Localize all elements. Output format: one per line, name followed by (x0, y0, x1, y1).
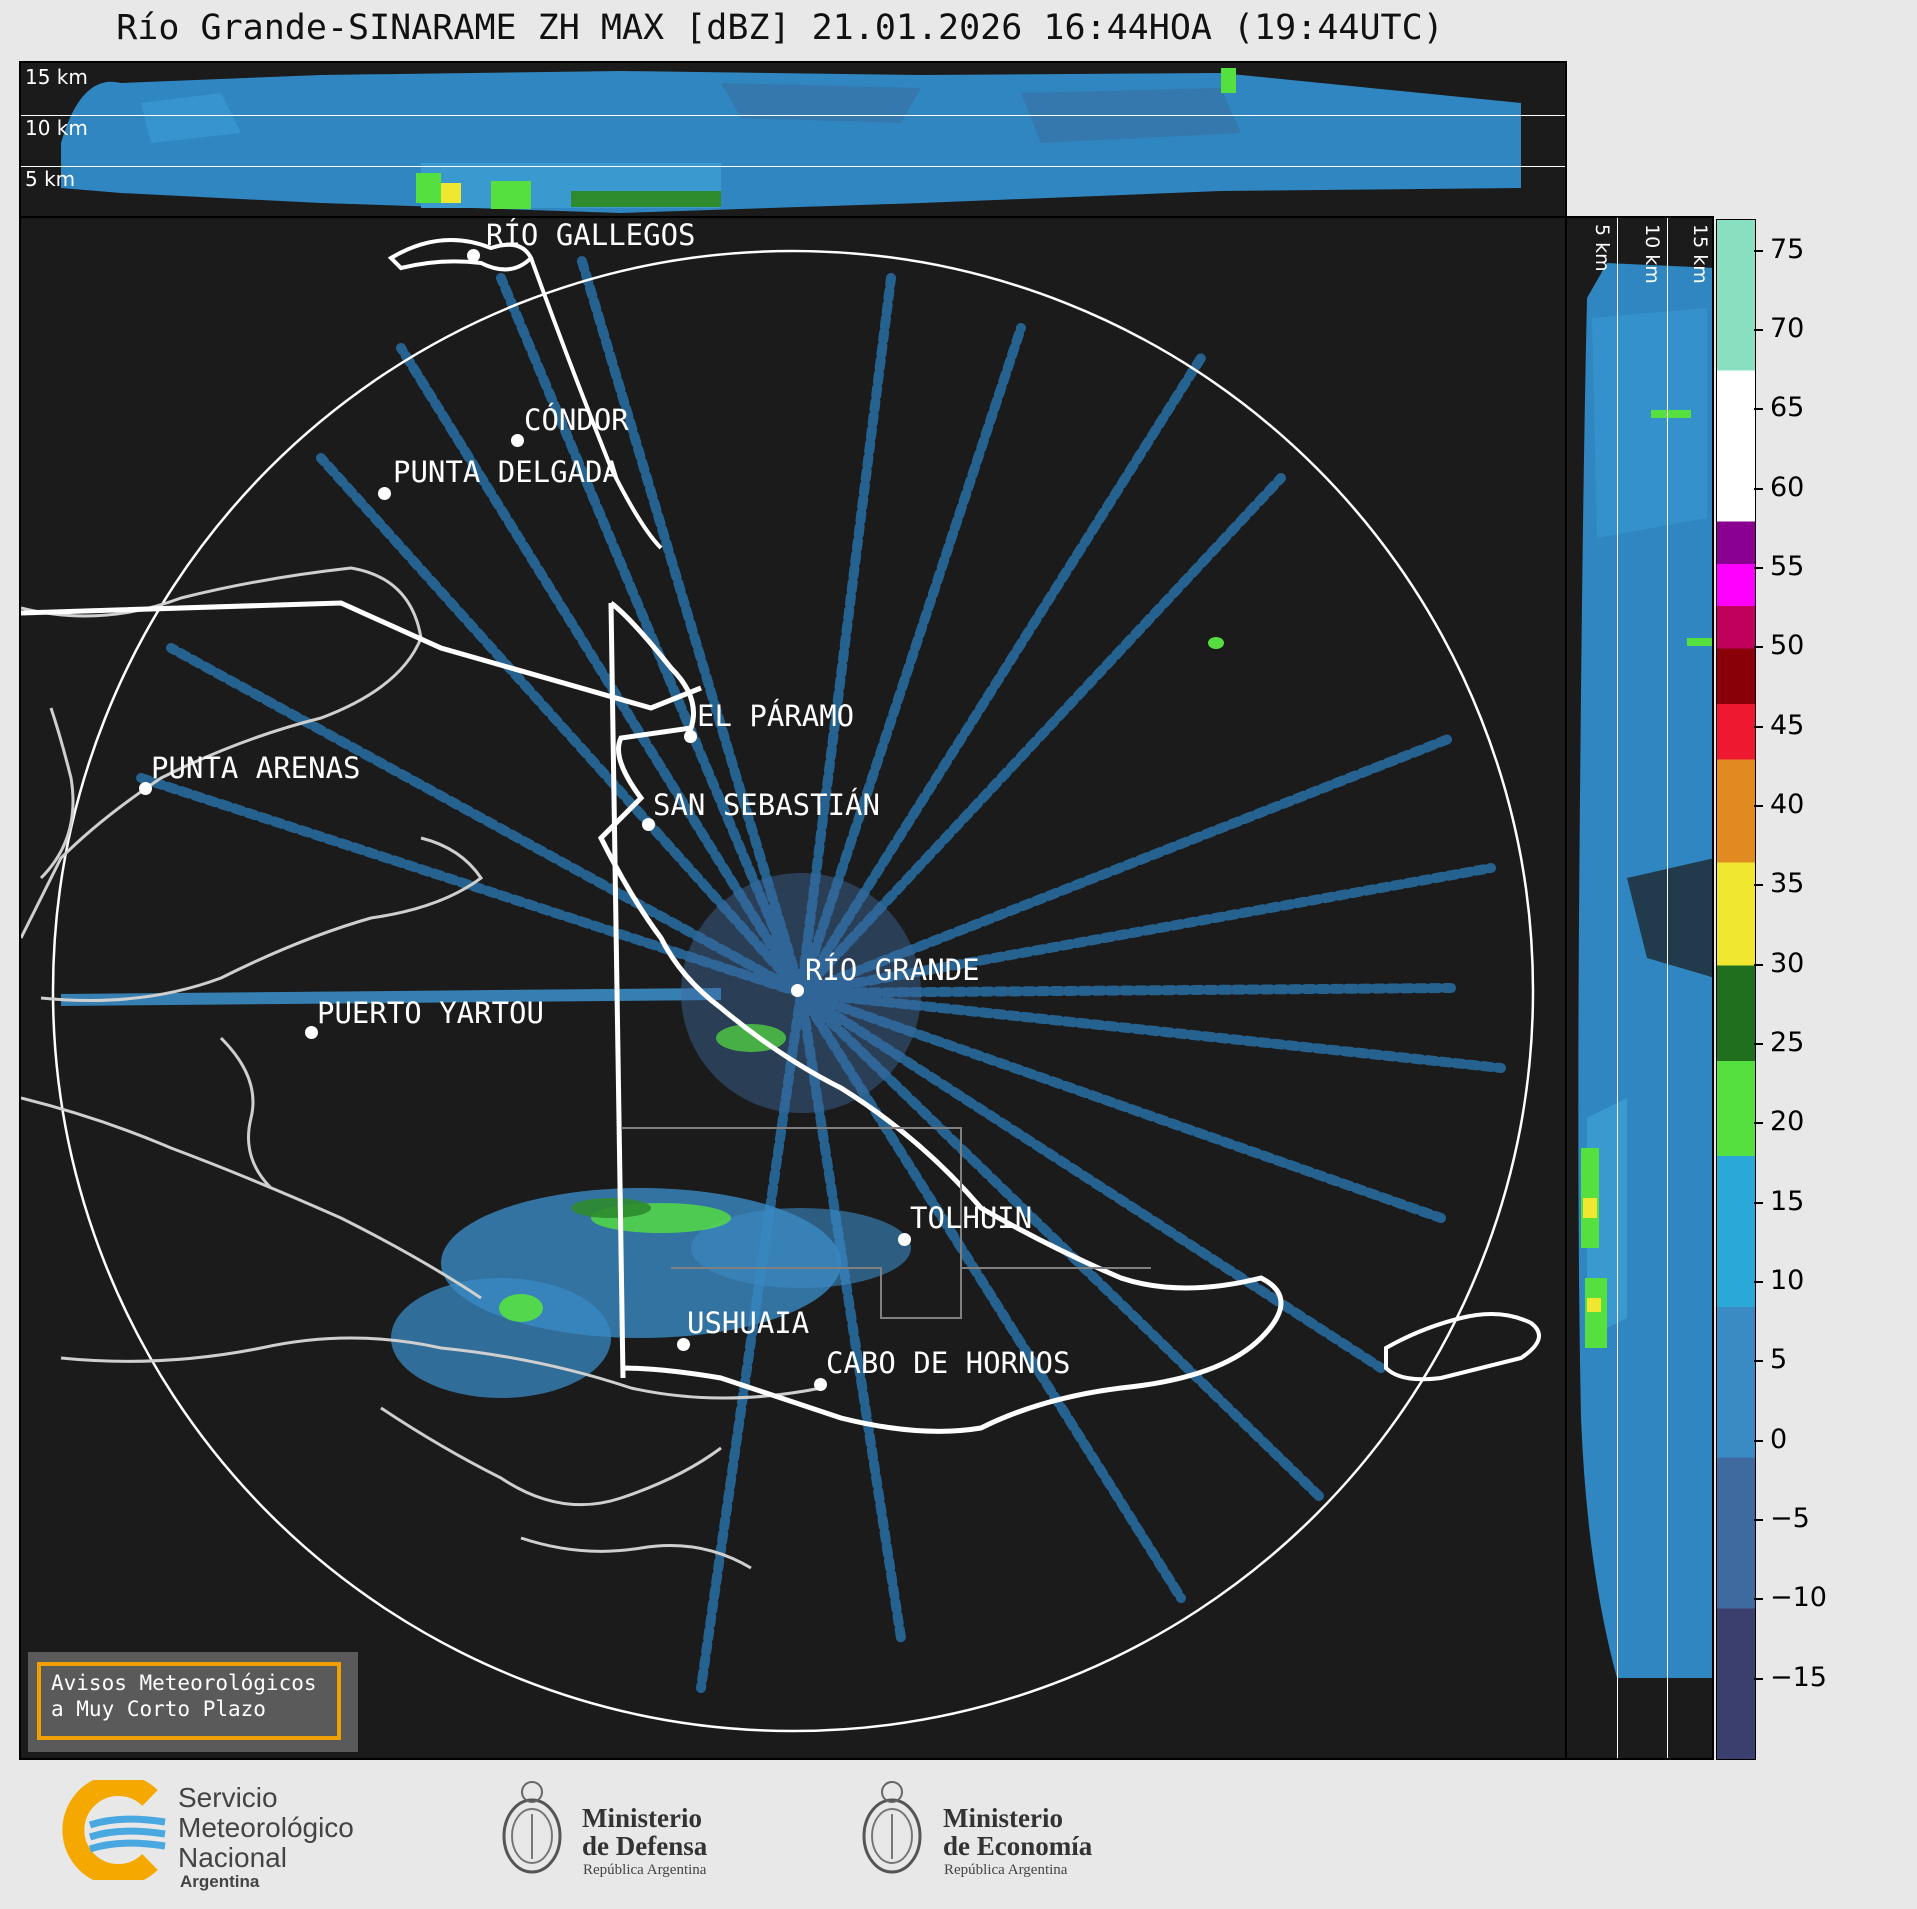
colorbar-tick-label: 15 (1770, 1185, 1805, 1217)
colorbar-tick (1754, 1519, 1763, 1521)
city-dot (791, 984, 804, 997)
colorbar-tick-label: 40 (1770, 789, 1805, 821)
city-dot (677, 1338, 690, 1351)
colorbar-tick (1754, 1201, 1763, 1204)
city-label: USHUAIA (687, 1306, 810, 1340)
dbz-colorbar (1716, 219, 1756, 1760)
radar-map: RÍO GALLEGOS CÓNDOR PUNTA DELGADA EL PÁR… (19, 216, 1567, 1760)
colorbar-tick (1754, 1439, 1763, 1442)
colorbar-tick (1754, 805, 1763, 808)
colorbar-tick-label: 0 (1770, 1423, 1788, 1455)
colorbar-tick (1754, 884, 1763, 887)
colorbar-tick-label: −5 (1770, 1503, 1810, 1534)
top-echo-field (61, 68, 1521, 213)
top-height-label: 5 km (25, 167, 76, 191)
city-dot (684, 730, 697, 743)
defensa-name: Ministerio de Defensa (582, 1803, 708, 1861)
side-height-label: 15 km (1689, 224, 1711, 284)
colorbar-tick-label: 20 (1770, 1106, 1805, 1138)
city-label: PUNTA ARENAS (151, 751, 361, 785)
colorbar-tick (1754, 725, 1763, 728)
side-echo-field (1578, 263, 1712, 1678)
city-label: TOLHUIN (910, 1201, 1033, 1235)
economia-country: República Argentina (944, 1862, 1068, 1878)
city-label: RÍO GALLEGOS (486, 218, 696, 252)
smn-logo-icon (62, 1780, 166, 1880)
side-cross-section: 5 km 10 km 15 km (1565, 216, 1714, 1760)
smn-country: Argentina (180, 1872, 260, 1891)
colorbar-tick (1754, 1360, 1763, 1363)
colorbar-tick-label: 50 (1770, 630, 1805, 662)
colorbar-tick (1754, 329, 1763, 332)
city-dot (898, 1233, 911, 1246)
colorbar-tick-label: 75 (1770, 233, 1805, 265)
colorbar-tick-label: 35 (1770, 868, 1805, 900)
economia-name: Ministerio de Economía (943, 1803, 1093, 1861)
warning-banner[interactable] (28, 1652, 358, 1752)
radar-field (21, 238, 1541, 1733)
side-height-label: 5 km (1591, 224, 1613, 272)
city-dot (139, 782, 152, 795)
colorbar-tick-label: 45 (1770, 709, 1805, 741)
warning-line: Avisos Meteorológicos (51, 1671, 317, 1695)
city-dot (642, 818, 655, 831)
city-dot (467, 249, 480, 262)
city-label: PUERTO YARTOU (317, 996, 544, 1030)
city-dot (378, 487, 391, 500)
colorbar-tick (1754, 249, 1763, 252)
colorbar-tick (1754, 646, 1763, 649)
city-dot (814, 1378, 827, 1391)
side-height-label: 10 km (1641, 224, 1663, 284)
colorbar-tick-label: 55 (1770, 551, 1805, 583)
economia-shield-icon (862, 1781, 922, 1874)
colorbar-tick (1754, 567, 1763, 570)
colorbar-tick (1754, 1281, 1763, 1284)
smn-name: Servicio Meteorológico Nacional (178, 1782, 354, 1873)
colorbar-tick-label: 5 (1770, 1344, 1788, 1376)
colorbar-tick-label: 60 (1770, 471, 1805, 503)
colorbar-tick (1754, 963, 1763, 966)
city-label: CABO DE HORNOS (826, 1346, 1071, 1380)
top-height-label: 15 km (25, 65, 88, 89)
colorbar-tick-label: 10 (1770, 1265, 1805, 1297)
colorbar-tick (1754, 1598, 1763, 1601)
colorbar-tick-label: 30 (1770, 947, 1805, 979)
colorbar-tick (1754, 487, 1763, 490)
colorbar-tick (1754, 1677, 1763, 1680)
colorbar-tick-label: −15 (1770, 1661, 1827, 1693)
colorbar-tick-label: 25 (1770, 1027, 1805, 1059)
city-label: CÓNDOR (524, 403, 629, 437)
city-dot (511, 434, 524, 447)
city-label: SAN SEBASTIÁN (653, 788, 880, 822)
top-cross-section: 15 km 10 km 5 km (19, 61, 1567, 218)
colorbar-tick-label: 65 (1770, 392, 1805, 424)
colorbar-tick (1754, 408, 1763, 411)
defensa-shield-icon (502, 1781, 562, 1874)
top-height-label: 10 km (25, 116, 88, 140)
colorbar-tick (1754, 1043, 1763, 1046)
warning-banner-text[interactable]: Avisos Meteorológicos a Muy Corto Plazo (37, 1662, 341, 1740)
city-label: RÍO GRANDE (805, 953, 980, 987)
city-dot (305, 1026, 318, 1039)
colorbar-tick (1754, 1122, 1763, 1125)
warning-line: a Muy Corto Plazo (51, 1697, 266, 1721)
colorbar-tick-label: 70 (1770, 313, 1805, 345)
colorbar-tick-label: −10 (1770, 1582, 1827, 1614)
defensa-country: República Argentina (583, 1862, 707, 1878)
map-title: Río Grande-SINARAME ZH MAX [dBZ] 21.01.2… (116, 8, 1444, 48)
city-label: PUNTA DELGADA (393, 455, 620, 489)
city-label: EL PÁRAMO (697, 699, 855, 733)
